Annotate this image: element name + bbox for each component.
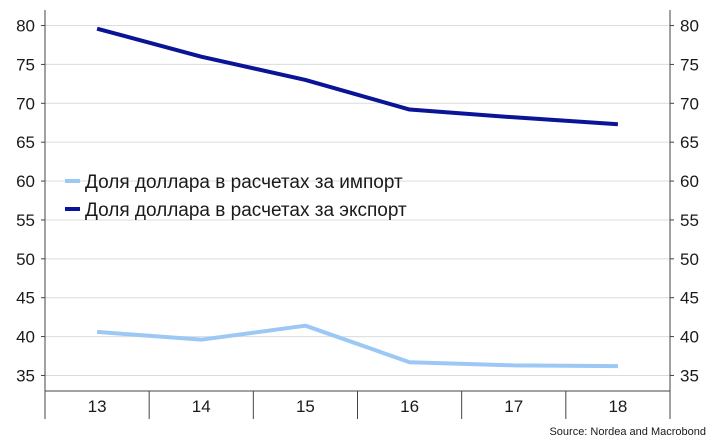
x-tick-13: 13 — [88, 397, 107, 416]
y-tick-right-45: 45 — [680, 289, 699, 308]
x-tick-15: 15 — [296, 397, 315, 416]
y-tick-left-40: 40 — [16, 328, 35, 347]
y-tick-right-70: 70 — [680, 94, 699, 113]
legend-item-import: Доля доллара в расчетах за импорт — [65, 172, 403, 193]
y-tick-left-65: 65 — [16, 133, 35, 152]
y-tick-left-45: 45 — [16, 289, 35, 308]
series-lines — [96, 26, 619, 369]
y-tick-right-35: 35 — [680, 366, 699, 385]
y-tick-right-40: 40 — [680, 328, 699, 347]
legend-label-import: Доля доллара в расчетах за импорт — [85, 172, 403, 193]
y-tick-left-60: 60 — [16, 172, 35, 191]
y-tick-left-50: 50 — [16, 250, 35, 269]
x-tick-17: 17 — [504, 397, 523, 416]
left-y-tick-labels: 35 40 45 50 55 60 65 70 75 80 — [16, 17, 35, 386]
y-tick-right-60: 60 — [680, 172, 699, 191]
x-tick-14: 14 — [192, 397, 211, 416]
y-tick-right-75: 75 — [680, 55, 699, 74]
legend: Доля доллара в расчетах за импорт Доля д… — [65, 172, 407, 221]
y-tick-right-65: 65 — [680, 133, 699, 152]
legend-label-export: Доля доллара в расчетах за экспорт — [85, 200, 407, 221]
x-tick-16: 16 — [400, 397, 419, 416]
x-tick-18: 18 — [608, 397, 627, 416]
series-line-export — [96, 26, 619, 127]
y-tick-left-80: 80 — [16, 17, 35, 36]
y-tick-left-70: 70 — [16, 94, 35, 113]
y-tick-left-75: 75 — [16, 55, 35, 74]
y-tick-left-55: 55 — [16, 211, 35, 230]
y-tick-right-55: 55 — [680, 211, 699, 230]
y-tick-right-50: 50 — [680, 250, 699, 269]
axes — [41, 10, 674, 419]
y-tick-right-80: 80 — [680, 17, 699, 36]
x-tick-labels: 13 14 15 16 17 18 — [88, 397, 628, 416]
right-y-tick-labels: 35 40 45 50 55 60 65 70 75 80 — [680, 17, 699, 386]
series-line-import — [96, 323, 618, 369]
legend-item-export: Доля доллара в расчетах за экспорт — [65, 200, 407, 221]
y-tick-left-35: 35 — [16, 366, 35, 385]
source-note: Source: Nordea and Macrobond — [549, 426, 706, 438]
